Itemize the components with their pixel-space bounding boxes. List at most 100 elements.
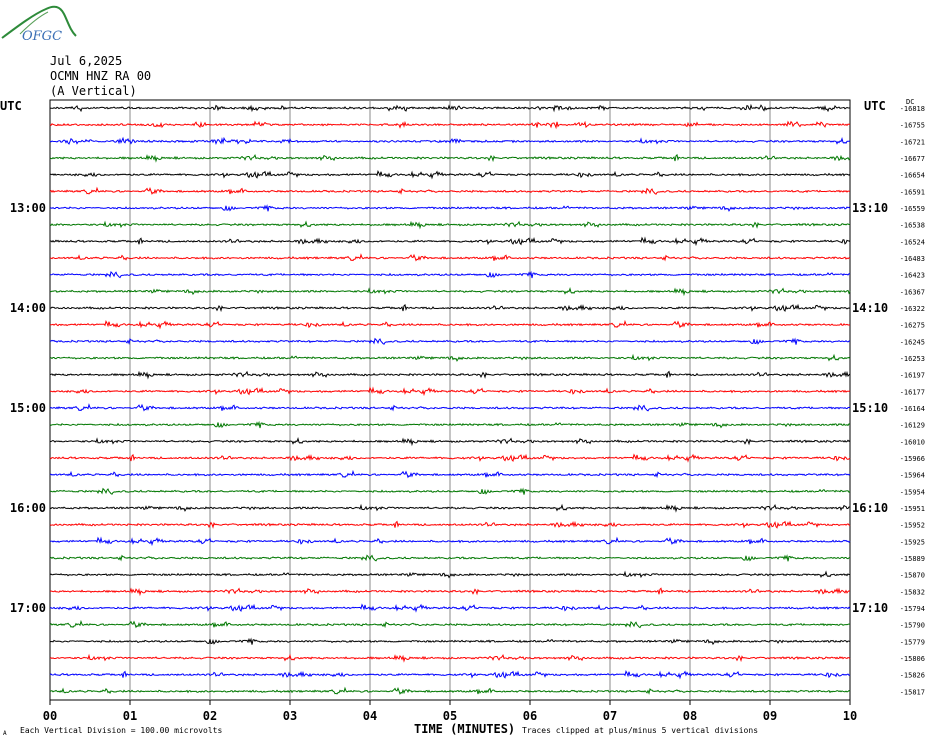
offset-label-31: -15790 <box>900 622 925 630</box>
offset-label-3: -16677 <box>900 155 925 163</box>
offset-label-18: -16164 <box>900 405 925 413</box>
x-tick-label-00: 00 <box>43 709 57 723</box>
x-tick-label-02: 02 <box>203 709 217 723</box>
x-tick-label-03: 03 <box>283 709 297 723</box>
offset-label-26: -15925 <box>900 538 925 546</box>
offset-label-8: -16524 <box>900 238 925 246</box>
offset-label-1: -16755 <box>900 122 925 130</box>
x-tick-label-09: 09 <box>763 709 777 723</box>
trace-12 <box>49 303 851 313</box>
offset-labels: -16818 -16755 -16721 -16677 -16654 -16591 -165… <box>900 105 925 696</box>
corner-mark: A <box>3 730 7 737</box>
trace-21 <box>49 453 851 463</box>
offset-label-23: -15954 <box>900 488 925 496</box>
left-hour-label-1700: 17:00 <box>10 601 46 615</box>
trace-31 <box>49 619 851 629</box>
x-tick-label-04: 04 <box>363 709 377 723</box>
left-hour-label-1400: 14:00 <box>10 301 46 315</box>
offset-label-20: -16010 <box>900 438 925 446</box>
trace-25 <box>49 520 851 529</box>
trace-13 <box>49 319 851 330</box>
trace-1 <box>49 120 851 130</box>
offset-label-11: -16367 <box>900 288 925 296</box>
logo-text: OFGC <box>22 29 62 44</box>
offset-label-9: -16483 <box>900 255 925 263</box>
trace-7 <box>49 220 850 230</box>
offset-label-35: -15817 <box>900 688 925 696</box>
offset-label-29: -15832 <box>900 588 925 596</box>
trace-34 <box>49 670 851 680</box>
logo-swoosh-icon-2 <box>19 11 49 35</box>
trace-8 <box>49 236 851 247</box>
trace-9 <box>49 253 851 262</box>
traces <box>49 103 851 695</box>
right-hour-label-1510: 15:10 <box>852 401 888 415</box>
trace-28 <box>49 570 851 579</box>
offset-label-30: -15794 <box>900 605 925 613</box>
right-hour-labels: 13:10 14:10 15:10 16:10 17:10 <box>852 201 888 615</box>
trace-5 <box>49 186 850 195</box>
offset-label-17: -16177 <box>900 388 925 396</box>
trace-11 <box>49 287 851 297</box>
x-tick-label-10: 10 <box>843 709 857 723</box>
offset-label-28: -15870 <box>900 572 925 580</box>
offset-label-32: -15779 <box>900 638 925 646</box>
trace-23 <box>50 487 851 495</box>
offset-label-19: -16129 <box>900 422 925 430</box>
offset-label-5: -16591 <box>900 188 925 196</box>
trace-14 <box>49 337 851 345</box>
header-date: Jul 6,2025 <box>50 54 123 68</box>
offset-column-title: DC <box>906 98 914 106</box>
x-tick-label-07: 07 <box>603 709 617 723</box>
x-tick-label-06: 06 <box>523 709 537 723</box>
offset-label-27: -15889 <box>900 555 925 563</box>
trace-10 <box>50 270 851 279</box>
x-tick-label-08: 08 <box>683 709 697 723</box>
trace-26 <box>50 536 851 547</box>
offset-label-12: -16322 <box>900 305 925 313</box>
offset-label-33: -15806 <box>900 655 925 663</box>
offset-label-2: -16721 <box>900 138 925 146</box>
trace-18 <box>49 403 851 412</box>
trace-16 <box>49 370 851 380</box>
trace-15 <box>49 353 851 362</box>
trace-4 <box>49 170 851 180</box>
offset-label-7: -16538 <box>900 222 925 230</box>
offset-label-4: -16654 <box>900 172 925 180</box>
footer-left: Each Vertical Division = 100.00 microvol… <box>20 726 222 735</box>
ofgc-logo: OFGC <box>1 5 77 44</box>
trace-27 <box>49 554 851 562</box>
trace-6 <box>49 204 851 212</box>
footer-right: Traces clipped at plus/minus 5 vertical … <box>522 726 758 735</box>
logo-swoosh-icon <box>1 5 77 39</box>
trace-2 <box>49 136 851 145</box>
offset-label-13: -16275 <box>900 322 925 330</box>
right-axis-title: UTC <box>864 99 886 113</box>
vertical-grid <box>129 100 771 700</box>
left-axis-title: UTC <box>0 99 22 113</box>
offset-label-25: -15952 <box>900 522 925 530</box>
header-station: OCMN HNZ RA 00 <box>50 69 152 83</box>
x-axis-ticks: 00 01 02 03 04 05 06 07 08 09 10 <box>43 700 857 723</box>
offset-label-10: -16423 <box>900 272 925 280</box>
offset-label-14: -16245 <box>900 338 925 346</box>
offset-label-16: -16197 <box>900 372 925 380</box>
offset-label-22: -15964 <box>900 472 925 480</box>
trace-35 <box>49 686 851 695</box>
right-hour-label-1710: 17:10 <box>852 601 888 615</box>
trace-19 <box>49 420 851 429</box>
trace-0 <box>49 103 850 113</box>
right-hour-label-1310: 13:10 <box>852 201 888 215</box>
left-hour-labels: 13:00 14:00 15:00 16:00 17:00 <box>10 201 46 615</box>
offset-label-6: -16559 <box>900 205 925 213</box>
x-tick-label-01: 01 <box>123 709 137 723</box>
right-hour-label-1410: 14:10 <box>852 301 888 315</box>
offset-label-15: -16253 <box>900 355 925 363</box>
trace-33 <box>49 653 851 663</box>
trace-17 <box>49 386 851 397</box>
left-hour-label-1300: 13:00 <box>10 201 46 215</box>
trace-22 <box>49 469 851 479</box>
header-component: (A Vertical) <box>50 84 137 98</box>
trace-20 <box>49 437 851 447</box>
